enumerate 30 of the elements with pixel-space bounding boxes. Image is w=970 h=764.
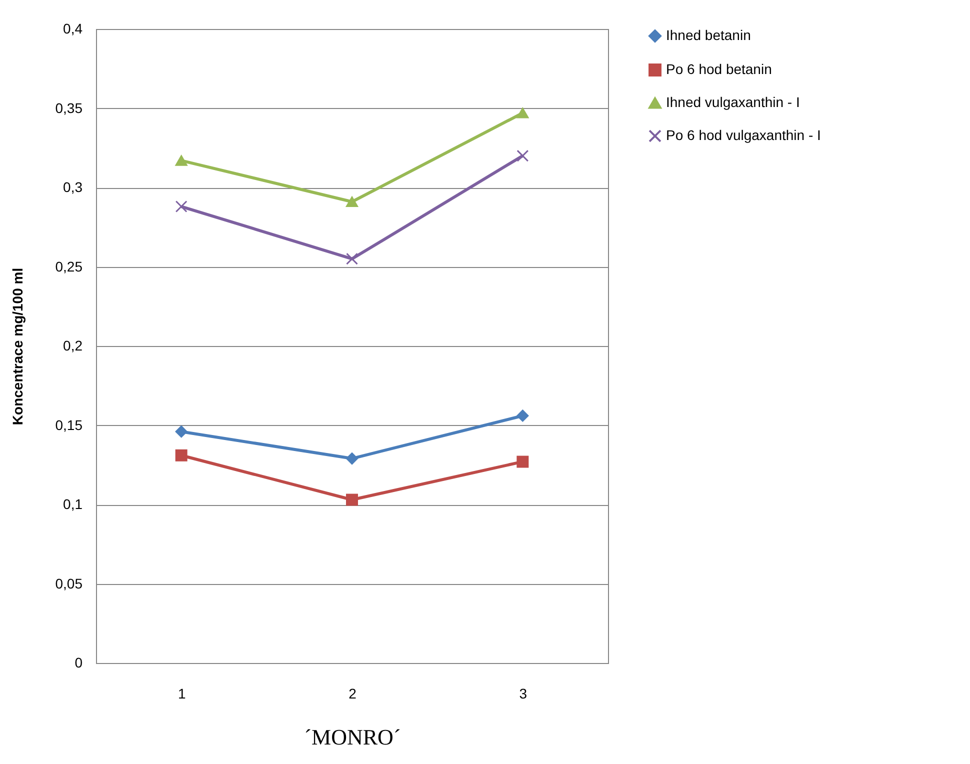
point	[175, 426, 188, 438]
y-tick-label: 0,35	[55, 100, 83, 116]
y-tick-label: 0	[74, 654, 83, 670]
y-tick-label: 0,2	[63, 338, 83, 354]
point	[346, 494, 358, 506]
y-tick-label: 0,25	[55, 258, 83, 274]
legend-label: Ihned betanin	[666, 27, 751, 43]
y-tick-label: 0,05	[55, 575, 83, 592]
x-tick-label: 3	[519, 686, 528, 702]
point	[175, 449, 188, 462]
point	[175, 155, 188, 166]
point	[516, 410, 529, 422]
y-axis-title: Koncentrace mg/100 ml	[9, 268, 26, 426]
x-tick-label: 2	[348, 686, 357, 702]
point	[346, 452, 358, 465]
x-axis-title: ´MONRO´	[304, 724, 401, 750]
point	[346, 196, 358, 208]
point	[516, 456, 529, 468]
point	[516, 108, 529, 118]
point	[516, 150, 529, 162]
legend-label: Po 6 hod betanin	[666, 61, 772, 77]
y-tick-label: 0,3	[63, 179, 83, 195]
point	[175, 200, 188, 213]
y-tick-label: 0,1	[63, 496, 83, 512]
y-tick-label: 0,15	[55, 416, 83, 433]
y-tick-label: 0,4	[63, 20, 83, 36]
point	[346, 252, 358, 265]
legend-label: Po 6 hod vulgaxanthin - I	[666, 127, 821, 143]
legend-label: Ihned vulgaxanthin - I	[666, 94, 800, 110]
x-tick-label: 1	[178, 686, 186, 702]
